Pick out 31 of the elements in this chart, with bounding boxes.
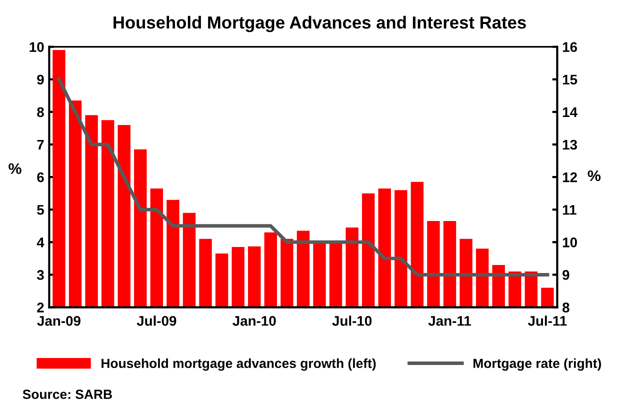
y-tick-label: 7 (37, 140, 44, 150)
y2-axis-title: % (588, 170, 601, 182)
y-tick-label: 8 (37, 107, 44, 118)
y-tick-label: 4 (36, 238, 44, 248)
y2-tick-label: 11 (562, 205, 576, 215)
y2-tick-label: 9 (562, 270, 570, 280)
x-tick-label: Jan-10 (232, 316, 276, 326)
y2-tick-label: 10 (562, 238, 577, 248)
x-tick-label: Jul-11 (528, 316, 567, 326)
y-tick-label: 10 (30, 42, 44, 52)
line-series (57, 78, 550, 276)
y2-tick-label: 12 (562, 172, 577, 182)
y-axis-title: % (8, 163, 22, 174)
y2-tick-label: 14 (562, 107, 578, 117)
y-tick-label: 5 (37, 205, 44, 215)
y2-tick-label: 16 (562, 42, 578, 52)
y2-tick-label: 13 (562, 140, 578, 150)
y-tick-label: 2 (37, 302, 44, 312)
y-tick-label: 9 (37, 74, 44, 85)
x-tick-label: Jul-10 (332, 316, 372, 326)
x-tick-label: Jul-09 (136, 316, 176, 326)
x-tick-label: Jan-09 (37, 316, 80, 326)
source-note: Source: SARB (22, 390, 112, 399)
y2-tick-label: 8 (562, 302, 570, 312)
y-tick-label: 3 (36, 270, 44, 280)
y-tick-label: 6 (37, 172, 44, 182)
chart-title: Household Mortgage Advances and Interest Rates (114, 16, 526, 32)
legend-label: Household mortgage advances growth (left) (102, 358, 376, 371)
y2-tick-label: 15 (562, 74, 578, 85)
legend-label: Mortgage rate (right) (474, 358, 601, 371)
x-tick-label: Jan-11 (428, 316, 471, 326)
